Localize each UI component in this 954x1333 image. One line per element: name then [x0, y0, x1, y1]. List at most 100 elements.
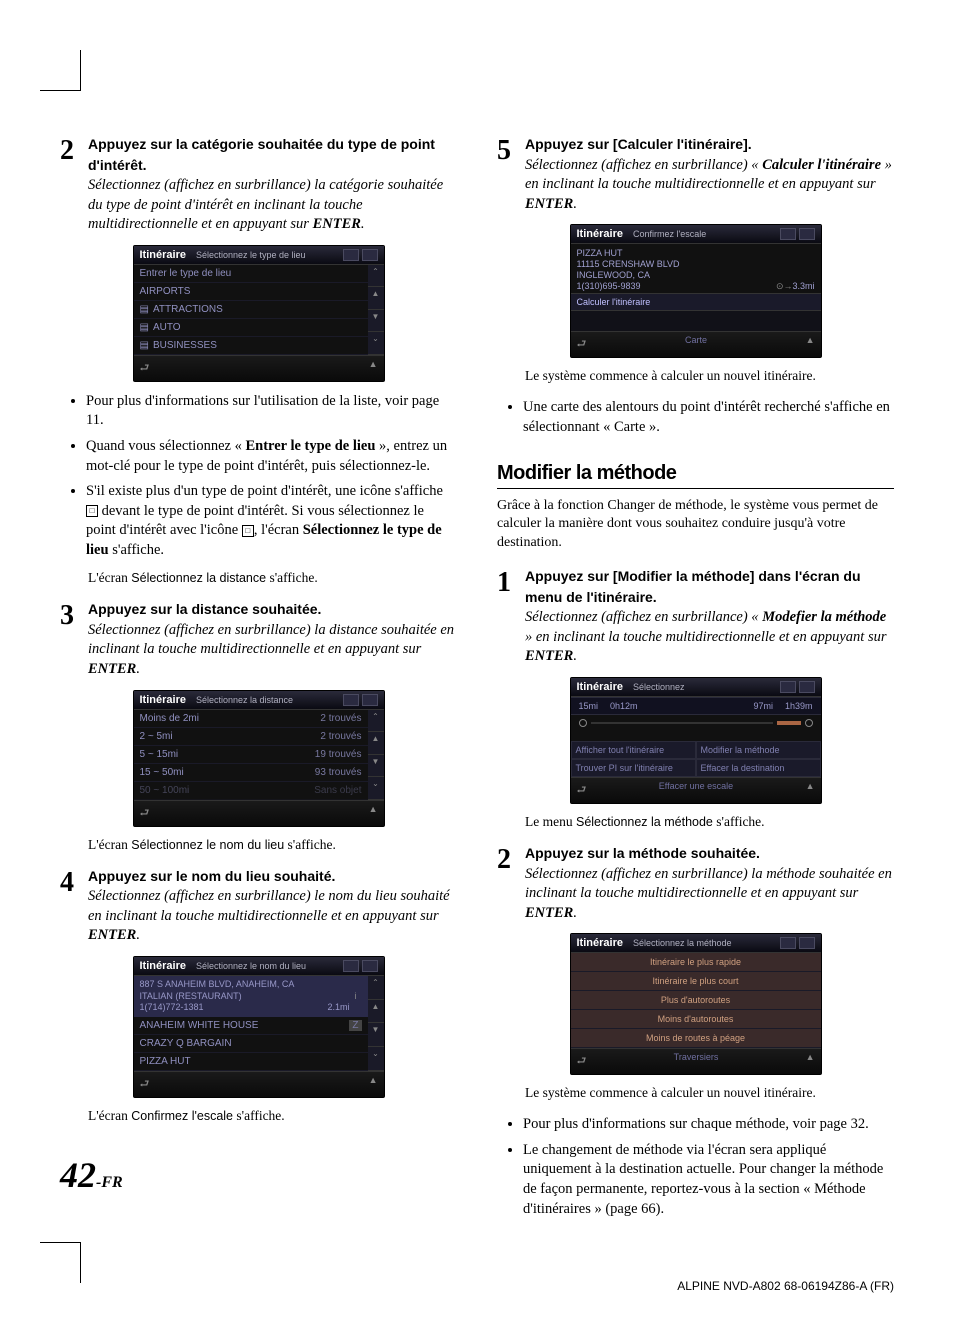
info-bullets-2: Une carte des alentours du point d'intér…: [507, 398, 894, 437]
back-icon: ⮐: [577, 1052, 587, 1071]
ss-header-icon: [362, 694, 378, 706]
ss2-row: 2 ~ 5mi 2 trouvés: [134, 728, 368, 746]
ss2-title: Itinéraire: [140, 694, 186, 706]
traversiers-button: Traversiers: [586, 1052, 805, 1071]
step-number-3: 3: [60, 600, 88, 679]
cap1-bold: Sélectionnez la distance: [131, 571, 266, 585]
ss-header-icon: [362, 249, 378, 261]
step5-title-prefix: Appuyez sur: [525, 136, 613, 152]
row-label: 50 ~ 100mi: [140, 785, 190, 796]
cap2-bold: Sélectionnez le nom du lieu: [131, 838, 284, 852]
dist1: 15mi: [579, 701, 599, 711]
ss6-title: Itinéraire: [577, 937, 623, 949]
step-number-4: 4: [60, 867, 88, 946]
step-1b: 1 Appuyez sur [Modifier la méthode] dans…: [497, 567, 894, 667]
step5-title: Appuyez sur [Calculer l'itinéraire].: [525, 136, 752, 152]
info-bullets-3: Pour plus d'informations sur chaque méth…: [507, 1115, 894, 1219]
time1: 0h12m: [610, 701, 638, 711]
row-count: 2 trouvés: [320, 731, 361, 742]
enter-cmd: ENTER: [525, 905, 573, 921]
step3-instr: Sélectionnez (affichez en surbrillance) …: [88, 622, 454, 677]
ss5-subtitle: Sélectionnez: [633, 682, 777, 692]
ss1-row-label: Entrer le type de lieu: [140, 268, 232, 279]
s1b-title-prefix: Appuyez sur: [525, 568, 613, 584]
dist2: 97mi: [753, 701, 773, 711]
scroll-down-icon: ▼: [368, 1023, 384, 1047]
scroll-top-icon: ⌃: [368, 976, 384, 1000]
calc-route-button: Calculer l'itinéraire: [571, 293, 821, 311]
step4-instr: Sélectionnez (affichez en surbrillance) …: [88, 888, 450, 943]
ss4-title: Itinéraire: [577, 228, 623, 240]
bullet-item: Le changement de méthode via l'écran ser…: [523, 1141, 894, 1219]
ss5-dist-bar: 15mi 0h12m 97mi 1h39m: [571, 697, 821, 715]
s2b-suffix: .: [573, 905, 577, 921]
ss-header-icon: [362, 960, 378, 972]
up-icon: ▲: [369, 804, 378, 823]
enter-cmd: ENTER: [313, 216, 361, 232]
info-bullets-1: Pour plus d'informations sur l'utilisati…: [70, 392, 457, 561]
bullet-item: Quand vous sélectionnez « Entrer le type…: [86, 437, 457, 476]
method-row: Moins d'autoroutes: [571, 1010, 821, 1029]
ss3-row: PIZZA HUT: [134, 1053, 368, 1071]
ss-header-icon: [799, 228, 815, 240]
up-icon: ▲: [806, 781, 815, 800]
row-label: ANAHEIM WHITE HOUSE: [140, 1020, 259, 1031]
caption-3: L'écran Confirmez l'escale s'affiche.: [88, 1108, 457, 1124]
caption-1: L'écran Sélectionnez la distance s'affic…: [88, 570, 457, 586]
scroll-down-icon: ▼: [368, 310, 384, 333]
cap3-bold: Confirmez l'escale: [131, 1109, 233, 1123]
back-icon: ⮐: [577, 335, 587, 354]
row-label: Moins de 2mi: [140, 713, 199, 724]
s1b-mid: » en inclinant la touche multidirectionn…: [525, 629, 887, 645]
info-icon: i: [350, 991, 362, 1003]
step5-instr: Sélectionnez (affichez en surbrillance) …: [525, 157, 892, 212]
back-icon: ⮐: [140, 1075, 150, 1094]
back-icon: ⮐: [140, 804, 150, 823]
step3-title: Appuyez sur la distance souhaitée.: [88, 601, 321, 617]
end-dot-icon: [805, 719, 813, 727]
scroll-up-icon: ▲: [368, 287, 384, 310]
s1b-suffix: .: [573, 648, 577, 664]
scroll-top-icon: ⌃: [368, 710, 384, 733]
addr-line: 1(714)772-1381: [140, 1002, 328, 1014]
cap3-suffix: s'affiche.: [233, 1108, 285, 1123]
cap5-suffix: s'affiche.: [713, 814, 765, 829]
caption-5: Le menu Sélectionnez la méthode s'affich…: [525, 814, 894, 830]
time2: 1h39m: [785, 701, 813, 711]
step-number-2: 2: [60, 135, 88, 235]
step3-prefix: Sélectionnez (affichez en surbrillance) …: [88, 622, 454, 658]
row-count: 2 trouvés: [320, 713, 361, 724]
step2b-instr: Sélectionnez (affichez en surbrillance) …: [525, 866, 892, 921]
ss2-row: 50 ~ 100miSans objet: [134, 782, 368, 800]
row-label: 5 ~ 15mi: [140, 749, 179, 760]
ss-header-icon: [343, 249, 359, 261]
cap5-prefix: Le menu: [525, 814, 576, 829]
step2b-title: Appuyez sur la méthode souhaitée.: [525, 845, 760, 861]
list-icon: □: [242, 525, 254, 537]
ss1-row: ▤BUSINESSES: [134, 337, 368, 355]
enter-cmd: ENTER: [88, 927, 136, 943]
enter-cmd: ENTER: [525, 196, 573, 212]
step3-suffix: .: [136, 661, 140, 677]
step2-instr-prefix: Sélectionnez (affichez en surbrillance) …: [88, 177, 443, 232]
step4-prefix: Sélectionnez (affichez en surbrillance) …: [88, 888, 450, 924]
left-column: 2 Appuyez sur la catégorie souhaitée du …: [60, 135, 457, 1229]
step-number-2b: 2: [497, 844, 525, 923]
s1b-instr-bold: Modefier la méthode: [762, 609, 886, 625]
addr-line: 1(310)695-9839: [577, 281, 641, 292]
step-5: 5 Appuyez sur [Calculer l'itinéraire]. S…: [497, 135, 894, 214]
back-icon: ⮐: [140, 359, 150, 378]
ss2-row: 5 ~ 15mi19 trouvés: [134, 746, 368, 764]
step2-instr-suffix: .: [361, 216, 365, 232]
row-label: 2 ~ 5mi: [140, 731, 173, 742]
badge: Z: [349, 1020, 361, 1031]
page-number: 42-FR: [60, 1154, 457, 1196]
step-number-1b: 1: [497, 567, 525, 667]
step1b-instr: Sélectionnez (affichez en surbrillance) …: [525, 609, 887, 664]
ss3-title: Itinéraire: [140, 960, 186, 972]
ss1-row: ▤ATTRACTIONS: [134, 301, 368, 319]
icon-marker: ▤: [140, 340, 149, 351]
ss5-grid: Afficher tout l'itinéraire Modifier la m…: [571, 741, 821, 777]
page-num-value: 42: [60, 1155, 96, 1195]
addr-line: INGLEWOOD, CA: [577, 270, 815, 281]
